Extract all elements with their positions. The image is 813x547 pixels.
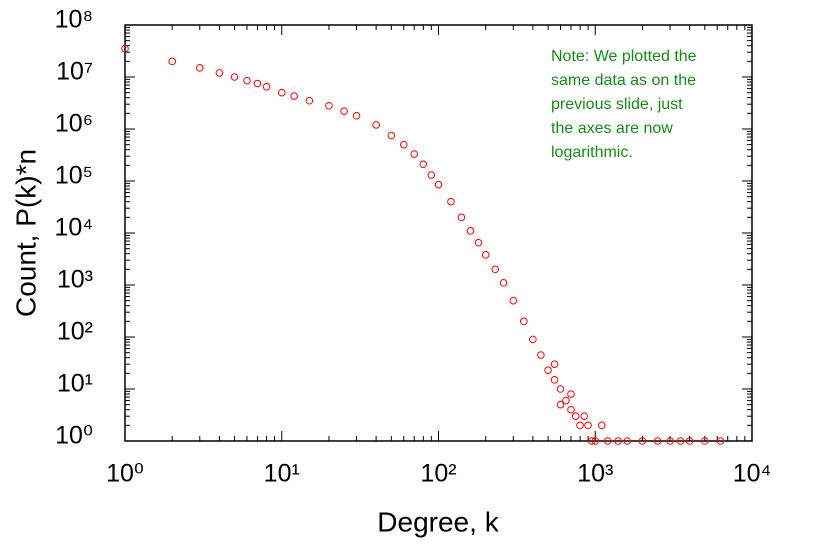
- point: [253, 79, 262, 88]
- point: [584, 421, 592, 430]
- x-axis-label: Degree, k: [377, 506, 499, 537]
- point: [466, 227, 475, 235]
- point: [529, 335, 537, 344]
- point: [305, 96, 314, 105]
- x-tick-label: 10⁴: [733, 460, 772, 488]
- point: [399, 140, 408, 149]
- point: [591, 437, 600, 445]
- point: [562, 396, 570, 405]
- point: [419, 160, 428, 169]
- point: [121, 44, 129, 53]
- point: [567, 405, 575, 414]
- point: [434, 180, 443, 189]
- y-tick-label: 10²: [57, 318, 93, 346]
- annotation-line: the axes are now: [551, 120, 673, 137]
- point: [556, 385, 565, 393]
- annotation: Note: We plotted the same data as on the p…: [551, 48, 697, 161]
- point: [603, 437, 612, 445]
- y-tick-label: 10⁰: [55, 422, 93, 450]
- point: [457, 213, 466, 222]
- point: [340, 107, 348, 115]
- y-tick-label: 10⁶: [55, 110, 93, 138]
- annotation-line: logarithmic.: [551, 144, 633, 161]
- point: [243, 76, 251, 85]
- point: [509, 296, 518, 305]
- y-axis-label: Count, P(k)*n: [10, 149, 41, 317]
- point: [387, 131, 396, 140]
- point: [474, 238, 483, 247]
- y-tick-label: 10⁵: [55, 162, 93, 190]
- x-tick-label: 10²: [420, 460, 456, 488]
- point: [491, 265, 500, 274]
- point: [576, 421, 584, 430]
- point: [614, 437, 622, 445]
- y-tick-label: 10⁷: [56, 58, 93, 86]
- point: [325, 101, 333, 110]
- point: [623, 437, 632, 445]
- y-tick-label: 10⁸: [55, 6, 93, 34]
- y-tick-label: 10³: [57, 266, 93, 294]
- point: [410, 150, 419, 158]
- y-tick-label: 10¹: [57, 370, 93, 398]
- x-tick-label: 10¹: [264, 460, 300, 488]
- point: [427, 171, 436, 179]
- point: [262, 82, 271, 91]
- point: [168, 57, 176, 66]
- point: [544, 366, 552, 374]
- point: [550, 360, 559, 368]
- point: [567, 390, 575, 398]
- point: [571, 412, 580, 420]
- annotation-line: Note: We plotted the: [551, 48, 697, 65]
- annotation-line: previous slide, just: [551, 96, 683, 113]
- point: [716, 437, 725, 445]
- x-tick-label: 10⁰: [106, 460, 144, 488]
- point: [481, 251, 490, 259]
- point: [653, 437, 662, 445]
- point: [499, 279, 508, 287]
- point: [638, 437, 647, 445]
- point: [447, 197, 455, 206]
- y-tick-label: 10⁴: [54, 214, 93, 242]
- point: [230, 73, 239, 81]
- point: [556, 400, 565, 409]
- point: [537, 351, 545, 359]
- point: [587, 437, 596, 445]
- point: [597, 421, 606, 430]
- point: [676, 437, 685, 445]
- point: [372, 121, 380, 129]
- point: [701, 437, 709, 445]
- point: [580, 412, 588, 420]
- point: [290, 92, 298, 100]
- annotation-line: same data as on the: [551, 72, 696, 89]
- point: [195, 64, 204, 72]
- point: [550, 376, 559, 384]
- point: [666, 437, 674, 445]
- point: [685, 437, 694, 445]
- point: [277, 88, 286, 97]
- point: [352, 111, 361, 120]
- point: [215, 69, 224, 77]
- point: [519, 317, 528, 326]
- x-tick-label: 10³: [577, 460, 613, 488]
